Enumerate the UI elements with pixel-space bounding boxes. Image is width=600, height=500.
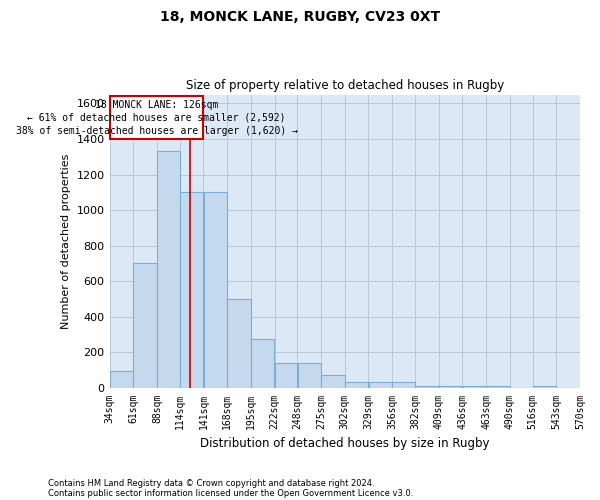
Bar [345,382,368,388]
Bar [368,382,392,388]
Bar [180,192,203,388]
Title: Size of property relative to detached houses in Rugby: Size of property relative to detached ho… [185,79,504,92]
Bar [251,339,274,388]
Bar [463,386,486,388]
Text: Contains HM Land Registry data © Crown copyright and database right 2024.: Contains HM Land Registry data © Crown c… [48,478,374,488]
Text: 18, MONCK LANE, RUGBY, CV23 0XT: 18, MONCK LANE, RUGBY, CV23 0XT [160,10,440,24]
Bar [133,264,157,388]
Bar [203,192,227,388]
Bar [157,150,179,388]
Bar [415,386,439,388]
Bar [110,96,203,139]
Text: ← 61% of detached houses are smaller (2,592): ← 61% of detached houses are smaller (2,… [27,113,286,123]
Text: Contains public sector information licensed under the Open Government Licence v3: Contains public sector information licen… [48,488,413,498]
Text: 18 MONCK LANE: 126sqm: 18 MONCK LANE: 126sqm [95,100,218,110]
Bar [275,363,297,388]
Bar [392,382,415,388]
Bar [439,386,462,388]
Bar [227,299,251,388]
X-axis label: Distribution of detached houses by size in Rugby: Distribution of detached houses by size … [200,437,490,450]
Y-axis label: Number of detached properties: Number of detached properties [61,154,71,329]
Bar [321,376,344,388]
Bar [486,386,509,388]
Bar [298,363,321,388]
Bar [533,386,556,388]
Bar [110,371,133,388]
Text: 38% of semi-detached houses are larger (1,620) →: 38% of semi-detached houses are larger (… [16,126,298,136]
